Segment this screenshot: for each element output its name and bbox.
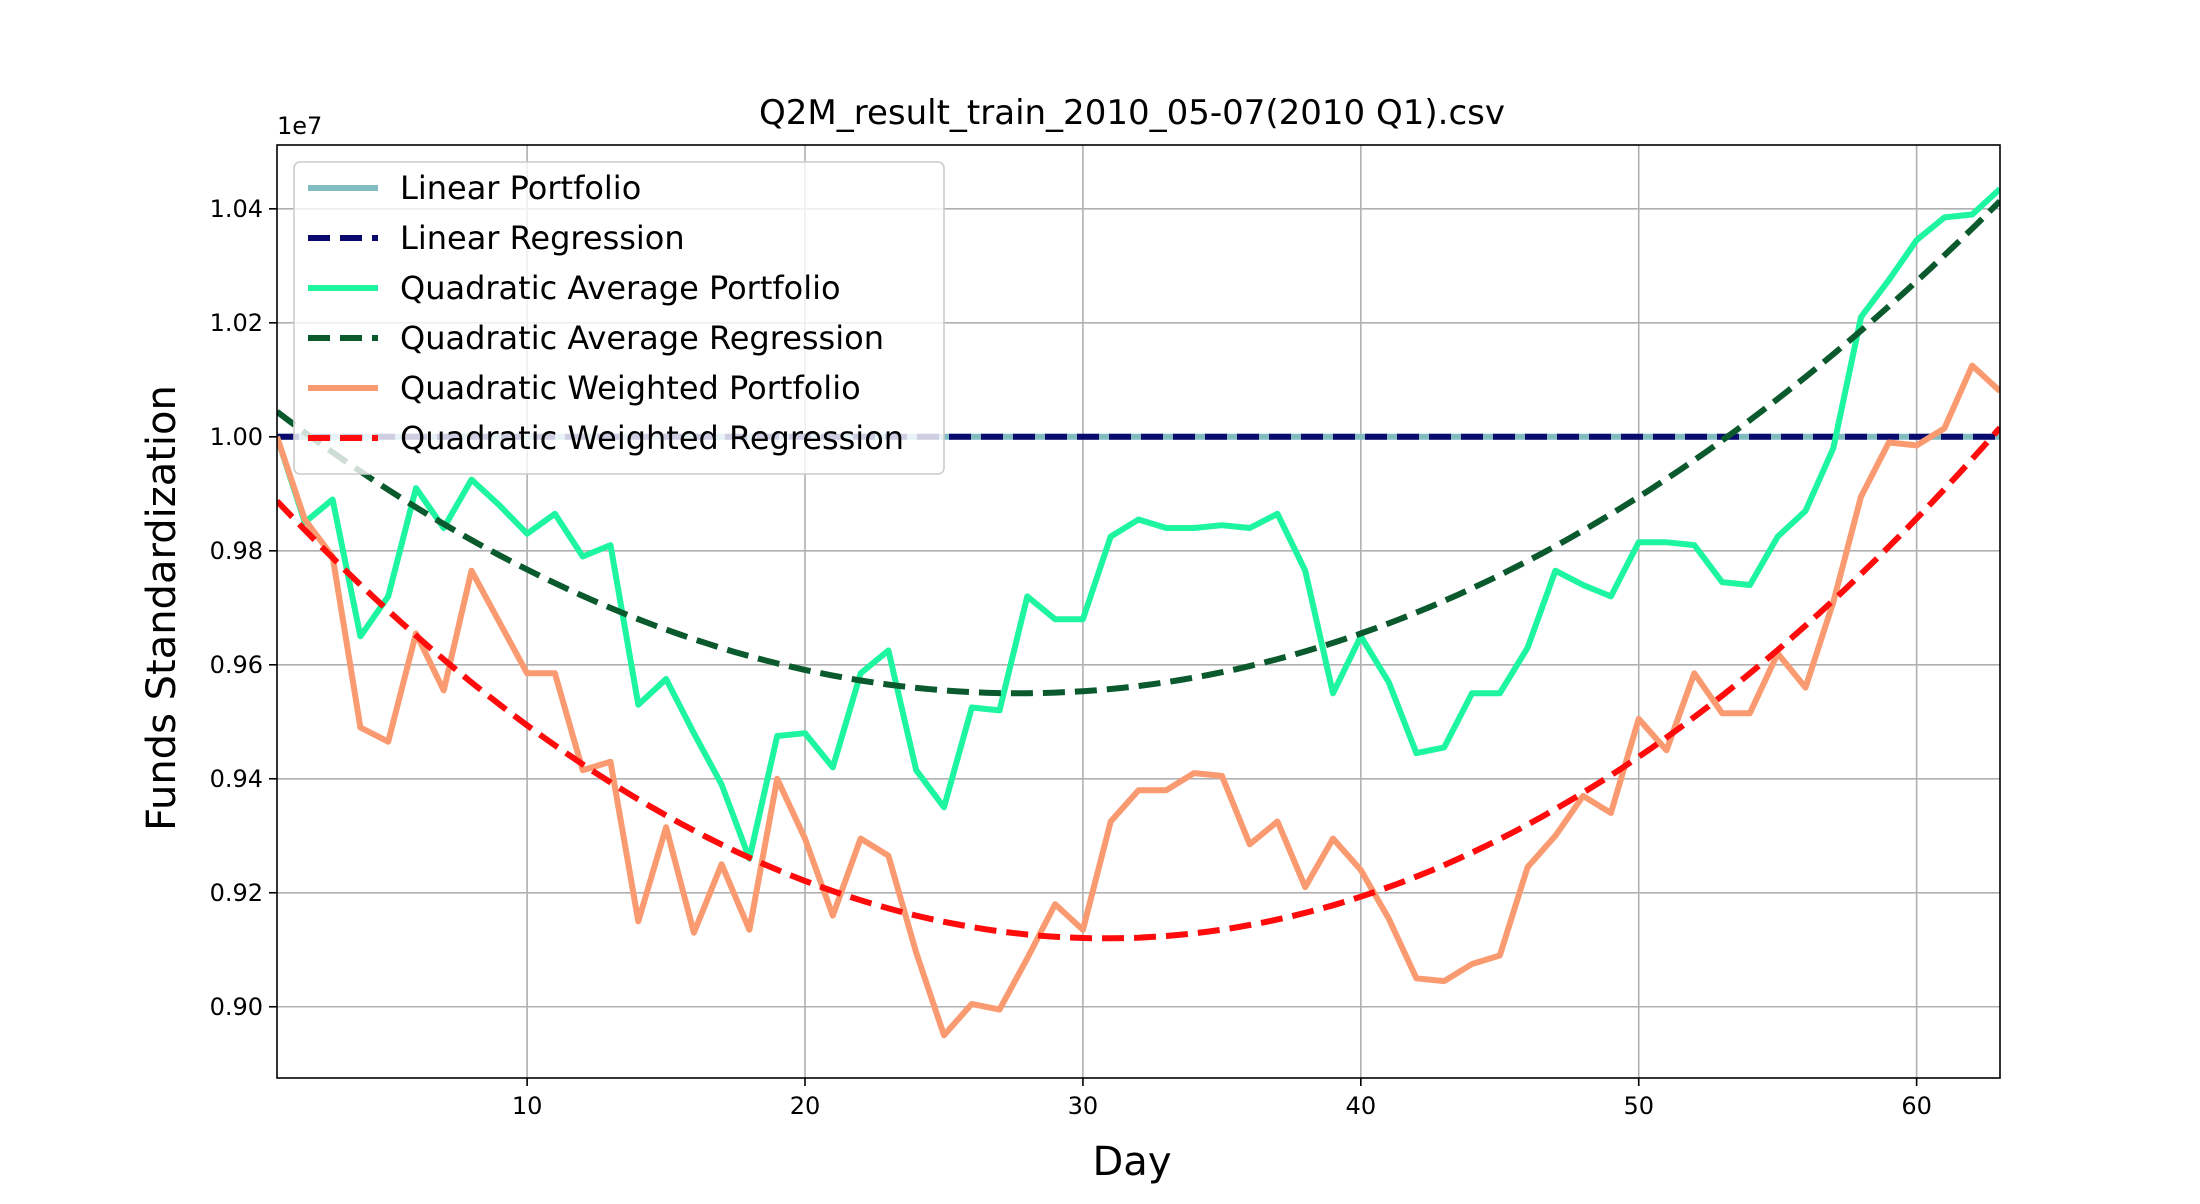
y-tick-label: 0.94 <box>210 765 263 793</box>
y-tick-label: 0.98 <box>210 537 263 565</box>
x-tick-label: 60 <box>1901 1092 1932 1120</box>
y-tick-label: 1.02 <box>210 309 263 337</box>
y-tick-label: 0.92 <box>210 879 263 907</box>
series-line-3 <box>277 198 2000 697</box>
y-axis-offset-label: 1e7 <box>277 112 322 140</box>
legend-label: Quadratic Average Portfolio <box>400 269 841 307</box>
x-tick-label: 50 <box>1623 1092 1654 1120</box>
legend-box <box>293 161 945 475</box>
y-tick-label: 0.96 <box>210 651 263 679</box>
x-tick-label: 30 <box>1068 1092 1099 1120</box>
x-tick-label: 10 <box>512 1092 543 1120</box>
y-tick-label: 1.00 <box>210 423 263 451</box>
plot-area <box>277 186 2000 1039</box>
x-axis-label: Day <box>1093 1139 1172 1185</box>
y-tick-label: 0.90 <box>210 993 263 1021</box>
legend-label: Linear Portfolio <box>400 169 641 207</box>
series-layer <box>277 186 2000 1039</box>
legend: Linear Portfolio Linear Regression Quadrat… <box>293 161 945 475</box>
chart-title: Q2M_result_train_2010_05-07(2010 Q1).csv <box>759 93 1505 133</box>
y-tick-label: 1.04 <box>210 195 263 223</box>
series-line-5 <box>277 425 2000 942</box>
x-tick-label: 40 <box>1346 1092 1377 1120</box>
x-tick-label: 20 <box>790 1092 821 1120</box>
axes-frame <box>276 144 2001 1079</box>
legend-label: Quadratic Weighted Portfolio <box>400 369 861 407</box>
axis-ticks: 10 20 30 40 50 60 0.90 0.92 0.94 0.96 0.98 1.00 1.02… <box>210 195 1932 1120</box>
series-line-4 <box>277 362 2000 1039</box>
legend-label: Quadratic Average Regression <box>400 319 884 357</box>
legend-label: Linear Regression <box>400 219 685 257</box>
y-axis-label: Funds Standardization <box>139 385 185 831</box>
legend-label: Quadratic Weighted Regression <box>400 419 904 457</box>
series-line-2 <box>277 186 2000 862</box>
